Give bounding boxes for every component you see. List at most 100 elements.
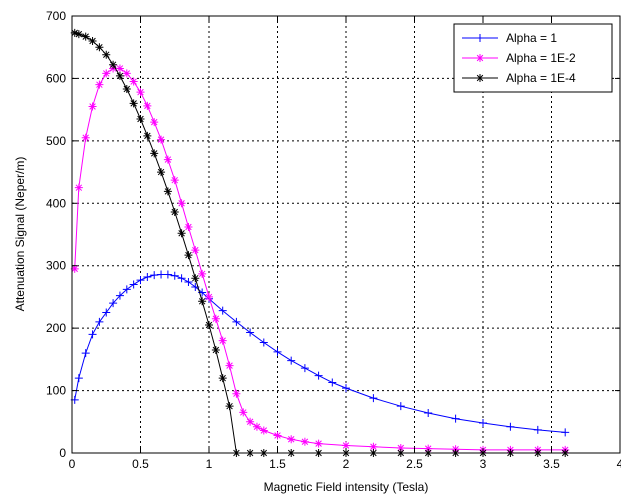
data-point	[81, 32, 90, 41]
data-point	[211, 314, 220, 323]
data-point	[129, 280, 138, 289]
data-point	[259, 338, 268, 347]
data-point	[314, 439, 323, 448]
y-tick-label: 100	[46, 384, 66, 398]
legend-label: Alpha = 1E-4	[506, 71, 576, 85]
data-point	[211, 345, 220, 354]
data-point	[218, 306, 227, 315]
data-point	[129, 99, 138, 108]
data-point	[95, 43, 104, 52]
data-point	[396, 402, 405, 411]
data-point	[95, 317, 104, 326]
data-point	[328, 378, 337, 387]
data-point	[170, 176, 179, 185]
series-layer	[70, 28, 570, 457]
data-point	[300, 437, 309, 446]
data-point	[88, 36, 97, 45]
data-point	[115, 64, 124, 73]
data-point	[246, 328, 255, 337]
data-point	[150, 149, 159, 158]
data-point	[252, 422, 261, 431]
tick-labels: 0 0.5 1 1.5 2 2.5 3 3.5 4 0 100 200 300 400 500 600 700	[46, 9, 621, 471]
data-point	[225, 361, 234, 370]
y-axis-label: Attenuation Signal (Neper/m)	[13, 157, 27, 312]
data-point	[479, 419, 487, 428]
y-tick-label: 700	[46, 9, 66, 23]
data-point	[533, 425, 542, 434]
data-point	[163, 270, 172, 279]
x-tick-label: 2.5	[406, 457, 423, 471]
data-point	[157, 168, 166, 177]
data-point	[451, 414, 460, 423]
y-tick-label: 300	[46, 259, 66, 273]
y-tick-label: 600	[46, 71, 66, 85]
data-point	[122, 69, 131, 78]
data-point	[273, 431, 282, 440]
data-point	[396, 444, 405, 453]
data-point	[95, 80, 104, 89]
data-point	[88, 102, 97, 111]
x-tick-label: 0	[69, 457, 76, 471]
data-point	[205, 321, 213, 330]
x-tick-label: 0.5	[132, 457, 149, 471]
data-point	[191, 274, 200, 283]
legend-item: Alpha = 1	[462, 31, 557, 45]
data-point	[143, 272, 152, 281]
data-point	[246, 417, 255, 426]
data-point	[177, 229, 186, 238]
x-tick-label: 4	[617, 457, 621, 471]
y-tick-label: 200	[46, 321, 66, 335]
x-axis-label: Magnetic Field intensity (Tesla)	[264, 480, 429, 494]
data-point	[88, 330, 97, 339]
data-point	[184, 251, 193, 260]
data-point	[122, 85, 131, 94]
legend-item: Alpha = 1E-2	[462, 51, 576, 65]
y-tick-label: 0	[59, 446, 66, 460]
data-point	[136, 88, 145, 97]
data-point	[191, 246, 200, 255]
data-point	[81, 133, 90, 142]
data-point	[424, 444, 433, 453]
data-point	[170, 271, 179, 280]
data-point	[476, 34, 484, 42]
x-tick-label: 1	[206, 457, 213, 471]
data-point	[157, 270, 166, 279]
data-point	[273, 347, 282, 356]
data-point	[115, 291, 124, 300]
data-point	[561, 428, 570, 437]
data-point	[115, 71, 124, 80]
data-point	[218, 336, 227, 345]
data-point	[287, 356, 296, 365]
x-tick-label: 2	[343, 457, 350, 471]
data-point	[102, 50, 111, 59]
ticks	[71, 15, 621, 454]
data-point	[218, 374, 227, 383]
legend-item: Alpha = 1E-4	[462, 71, 576, 85]
legend: Alpha = 1 Alpha = 1E-2 Alpha = 1E-4	[453, 23, 613, 93]
legend-label: Alpha = 1	[506, 31, 557, 45]
data-point	[259, 426, 268, 435]
data-point	[184, 277, 193, 286]
data-point	[74, 30, 83, 39]
data-point	[177, 199, 186, 208]
data-point	[198, 297, 207, 306]
legend-label: Alpha = 1E-2	[506, 51, 576, 65]
data-point	[369, 394, 378, 403]
y-tick-label: 500	[46, 134, 66, 148]
data-point	[177, 274, 186, 283]
data-point	[476, 54, 484, 62]
data-point	[136, 276, 145, 285]
data-point	[102, 308, 111, 317]
data-point	[163, 187, 172, 196]
data-point	[300, 364, 309, 373]
data-point	[74, 374, 83, 383]
data-point	[170, 208, 179, 217]
data-point	[239, 408, 248, 417]
data-point	[122, 285, 131, 294]
data-point	[205, 292, 213, 301]
x-tick-label: 3	[480, 457, 487, 471]
data-point	[136, 115, 145, 124]
data-point	[424, 409, 433, 418]
data-point	[314, 371, 323, 380]
